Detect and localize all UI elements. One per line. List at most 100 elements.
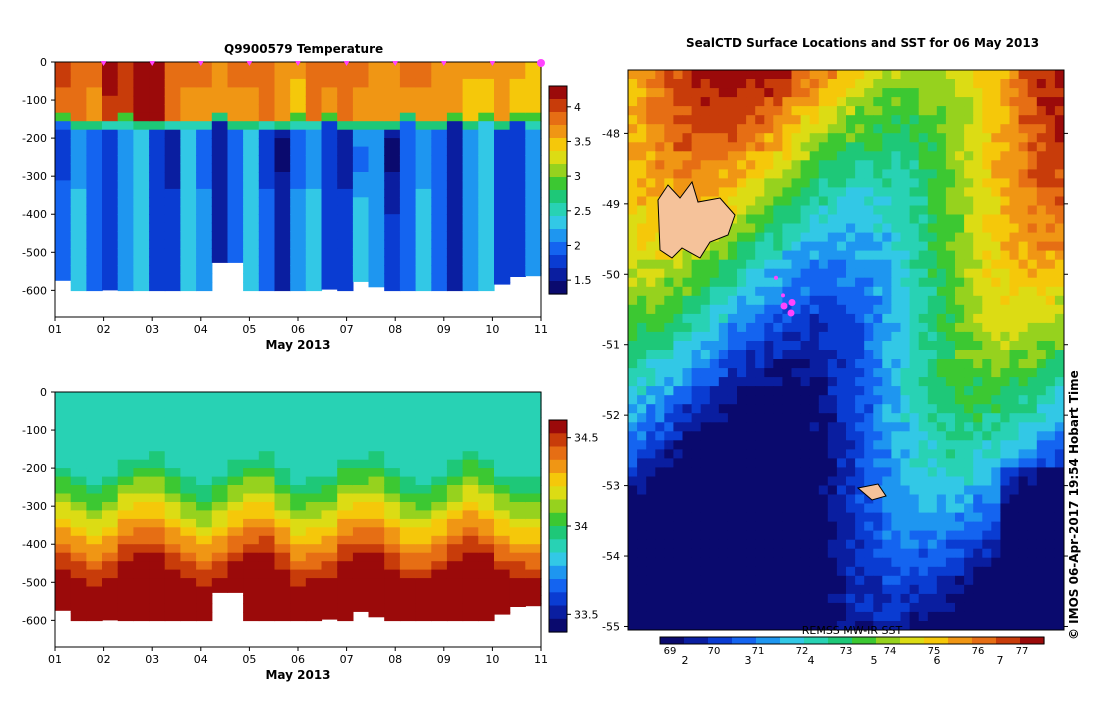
section-cell <box>337 502 353 511</box>
sst-cell <box>910 242 920 252</box>
section-cell <box>71 273 87 282</box>
sst-cell <box>1046 576 1056 586</box>
section-cell <box>55 460 71 469</box>
sst-cell <box>1055 603 1065 613</box>
sst-cell <box>1019 368 1029 378</box>
sst-cell <box>819 477 829 487</box>
section-cell <box>494 206 510 215</box>
sst-cell <box>683 79 693 89</box>
sst-cell <box>1037 79 1047 89</box>
sst-cell <box>901 305 911 315</box>
sst-cell <box>628 169 638 179</box>
sst-cell <box>910 314 920 324</box>
sst-cell <box>801 413 811 423</box>
section-cell <box>55 231 71 240</box>
sst-cell <box>637 341 647 351</box>
sst-cell <box>1019 621 1029 631</box>
sst-cell <box>910 386 920 396</box>
section-cell <box>478 510 494 519</box>
sst-cell <box>692 422 702 432</box>
sst-cell <box>628 368 638 378</box>
sst-cell <box>810 522 820 532</box>
sst-cell <box>973 395 983 405</box>
section-cell <box>149 401 165 410</box>
sst-cell <box>746 594 756 604</box>
section-cell <box>165 248 181 257</box>
sst-cell <box>1010 142 1020 152</box>
sst-cell <box>882 341 892 351</box>
section-cell <box>369 273 385 282</box>
section-cell <box>275 612 291 621</box>
sst-cell <box>773 97 783 107</box>
sst-cell <box>1010 151 1020 161</box>
sst-cell <box>755 440 765 450</box>
sst-cell <box>764 449 774 459</box>
sst-cell <box>891 549 901 559</box>
sst-cell <box>764 594 774 604</box>
section-cell <box>384 113 400 122</box>
section-cell <box>353 87 369 96</box>
sst-cell <box>864 540 874 550</box>
section-cell <box>86 553 102 562</box>
sst-cell <box>891 603 901 613</box>
sst-cell <box>937 169 947 179</box>
section-cell <box>275 570 291 579</box>
section-cell <box>494 197 510 206</box>
section-cell <box>118 231 134 240</box>
section-cell <box>228 392 244 401</box>
sst-cell <box>719 278 729 288</box>
sst-cell <box>928 621 938 631</box>
sst-cell <box>755 576 765 586</box>
sst-cell <box>792 323 802 333</box>
sst-cell <box>1037 178 1047 188</box>
section-cell <box>525 578 541 587</box>
sst-cell <box>801 206 811 216</box>
sst-cell <box>628 449 638 459</box>
sst-colorbar-swatch <box>678 637 685 644</box>
sst-cell <box>846 97 856 107</box>
sst-cell <box>755 368 765 378</box>
seal-position-marker <box>781 293 785 297</box>
sst-cell <box>655 79 665 89</box>
sst-cell <box>837 142 847 152</box>
section-cell <box>71 502 87 511</box>
section-cell <box>275 138 291 147</box>
sst-cell <box>846 187 856 197</box>
sst-cell <box>1055 296 1065 306</box>
section-cell <box>165 138 181 147</box>
sst-cell <box>1000 206 1010 216</box>
sst-cell <box>1046 585 1056 595</box>
section-cell <box>243 595 259 604</box>
sst-cell <box>1028 576 1038 586</box>
sst-cell <box>692 323 702 333</box>
section-cell <box>243 612 259 621</box>
sst-cell <box>1019 88 1029 98</box>
section-cell <box>228 248 244 257</box>
section-cell <box>243 206 259 215</box>
sst-cell <box>819 260 829 270</box>
sst-cell <box>719 458 729 468</box>
section-cell <box>306 62 322 71</box>
sst-cell <box>664 540 674 550</box>
sst-cell <box>628 413 638 423</box>
sst-cell <box>810 124 820 134</box>
section-cell <box>463 485 479 494</box>
sst-cell <box>837 323 847 333</box>
section-cell <box>447 494 463 503</box>
sst-cell <box>764 341 774 351</box>
sst-cell <box>1046 332 1056 342</box>
sst-cell <box>692 97 702 107</box>
section-cell <box>306 612 322 621</box>
sst-cell <box>628 612 638 622</box>
sst-cell <box>710 621 720 631</box>
sst-cell <box>837 395 847 405</box>
sst-cell <box>646 486 656 496</box>
sst-cell <box>1028 97 1038 107</box>
sst-cell <box>819 70 829 80</box>
sst-cell <box>628 160 638 170</box>
sst-cell <box>937 70 947 80</box>
section-cell <box>86 544 102 553</box>
sst-cell <box>701 404 711 414</box>
section-cell <box>86 189 102 198</box>
section-cell <box>525 510 541 519</box>
